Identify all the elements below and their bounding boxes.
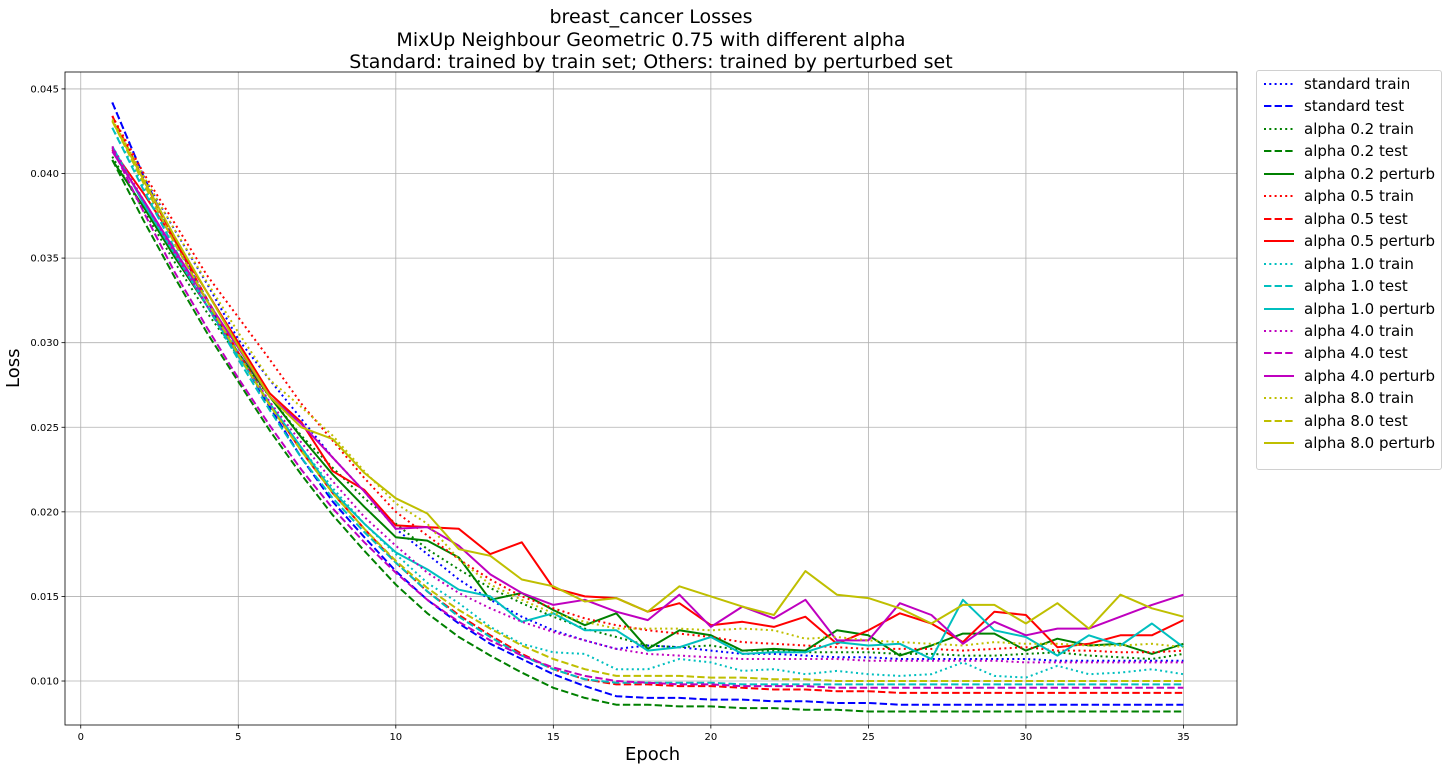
legend-item: alpha 0.5 train (1257, 185, 1443, 207)
legend-label: alpha 0.2 test (1304, 142, 1408, 161)
legend-label: alpha 8.0 train (1304, 389, 1414, 408)
y-tick-label: 0.010 (30, 677, 59, 688)
series-line-standard-train (111, 102, 1184, 662)
chart-title-line-3: Standard: trained by train set; Others: … (349, 51, 953, 73)
x-tick-label: 15 (547, 732, 560, 743)
legend-label: alpha 0.5 perturb (1304, 232, 1435, 251)
legend-label: alpha 0.2 train (1304, 119, 1414, 138)
legend-swatch (1264, 262, 1294, 265)
legend-swatch (1264, 352, 1294, 355)
legend-label: alpha 1.0 perturb (1304, 299, 1435, 318)
legend-item: alpha 1.0 test (1257, 275, 1443, 297)
legend-label: alpha 4.0 perturb (1304, 366, 1435, 385)
series-line-alpha-4-0-perturb (111, 150, 1184, 645)
legend: standard train standard test alpha 0.2 tra… (1256, 70, 1442, 470)
legend-label: standard test (1304, 97, 1405, 116)
x-tick-label: 25 (862, 732, 875, 743)
legend-item: alpha 0.2 train (1257, 118, 1443, 140)
legend-item: alpha 8.0 train (1257, 387, 1443, 409)
legend-item: alpha 1.0 perturb (1257, 298, 1443, 320)
legend-swatch (1264, 83, 1294, 85)
legend-swatch (1264, 195, 1294, 198)
legend-label: alpha 1.0 train (1304, 254, 1414, 273)
y-tick-label: 0.020 (30, 507, 59, 518)
legend-swatch (1264, 442, 1294, 445)
axes-frame (64, 71, 1238, 726)
y-tick-label: 0.015 (30, 592, 59, 603)
legend-item: alpha 4.0 test (1257, 342, 1443, 364)
y-tick-label: 0.040 (30, 169, 59, 180)
legend-swatch (1264, 240, 1294, 243)
series-line-alpha-0-5-test (111, 115, 1184, 694)
series-line-alpha-1-0-perturb (111, 145, 1185, 660)
legend-swatch (1264, 172, 1294, 175)
legend-label: standard train (1304, 75, 1411, 93)
series-line-alpha-8-0-perturb (111, 120, 1184, 630)
x-tick-label: 10 (389, 732, 402, 743)
chart-title-line-1: breast_cancer Losses (549, 6, 753, 28)
legend-item: standard train (1257, 73, 1443, 95)
x-tick-label: 35 (1177, 732, 1190, 743)
series-line-alpha-4-0-train (111, 145, 1184, 664)
series-line-alpha-0-2-test (111, 159, 1184, 713)
legend-swatch (1264, 307, 1294, 310)
legend-item: alpha 4.0 train (1257, 320, 1443, 342)
x-axis-label: Epoch (625, 744, 681, 765)
series-line-alpha-8-0-train (111, 118, 1184, 649)
legend-swatch (1264, 105, 1294, 108)
series-line-alpha-1-0-test (111, 127, 1184, 686)
legend-label: alpha 0.5 test (1304, 209, 1408, 228)
legend-item: alpha 1.0 train (1257, 253, 1443, 275)
legend-swatch (1264, 397, 1294, 400)
legend-label: alpha 0.2 perturb (1304, 164, 1435, 183)
legend-item: alpha 4.0 perturb (1257, 365, 1443, 387)
legend-label: alpha 0.5 train (1304, 187, 1414, 206)
x-tick-label: 0 (78, 732, 84, 743)
legend-swatch (1264, 217, 1294, 220)
y-tick-label: 0.035 (30, 254, 59, 265)
y-tick-label: 0.045 (30, 84, 59, 95)
series-line-alpha-0-2-perturb (111, 159, 1184, 657)
x-tick-label: 5 (235, 732, 241, 743)
legend-swatch (1264, 374, 1294, 377)
chart-title-line-2: MixUp Neighbour Geometric 0.75 with diff… (396, 29, 906, 51)
legend-label: alpha 8.0 test (1304, 411, 1408, 430)
legend-item: alpha 0.2 test (1257, 140, 1443, 162)
y-tick-label: 0.030 (30, 338, 59, 349)
legend-swatch (1264, 419, 1294, 422)
legend-swatch (1264, 329, 1294, 332)
x-tick-label: 20 (704, 732, 717, 743)
legend-item: standard test (1257, 95, 1443, 117)
legend-item: alpha 0.2 perturb (1257, 163, 1443, 185)
y-tick-label: 0.025 (30, 423, 59, 434)
legend-label: alpha 8.0 perturb (1304, 434, 1435, 453)
legend-label: alpha 4.0 test (1304, 344, 1408, 363)
x-tick-label: 30 (1020, 732, 1033, 743)
legend-item: alpha 0.5 perturb (1257, 230, 1443, 252)
series-line-alpha-4-0-test (111, 147, 1184, 689)
legend-label: alpha 1.0 test (1304, 277, 1408, 296)
series-line-alpha-0-5-train (111, 115, 1184, 654)
series-group (111, 102, 1185, 713)
legend-swatch (1264, 127, 1294, 130)
series-line-alpha-8-0-test (111, 120, 1184, 682)
y-axis-label: Loss (3, 348, 24, 388)
series-line-alpha-1-0-train (111, 127, 1184, 679)
legend-item: alpha 0.5 test (1257, 208, 1443, 230)
legend-swatch (1264, 285, 1294, 288)
legend-item: alpha 8.0 perturb (1257, 432, 1443, 454)
legend-item: alpha 8.0 test (1257, 410, 1443, 432)
legend-label: alpha 4.0 train (1304, 321, 1414, 340)
grid-lines (65, 72, 1237, 725)
legend-swatch (1264, 150, 1294, 153)
